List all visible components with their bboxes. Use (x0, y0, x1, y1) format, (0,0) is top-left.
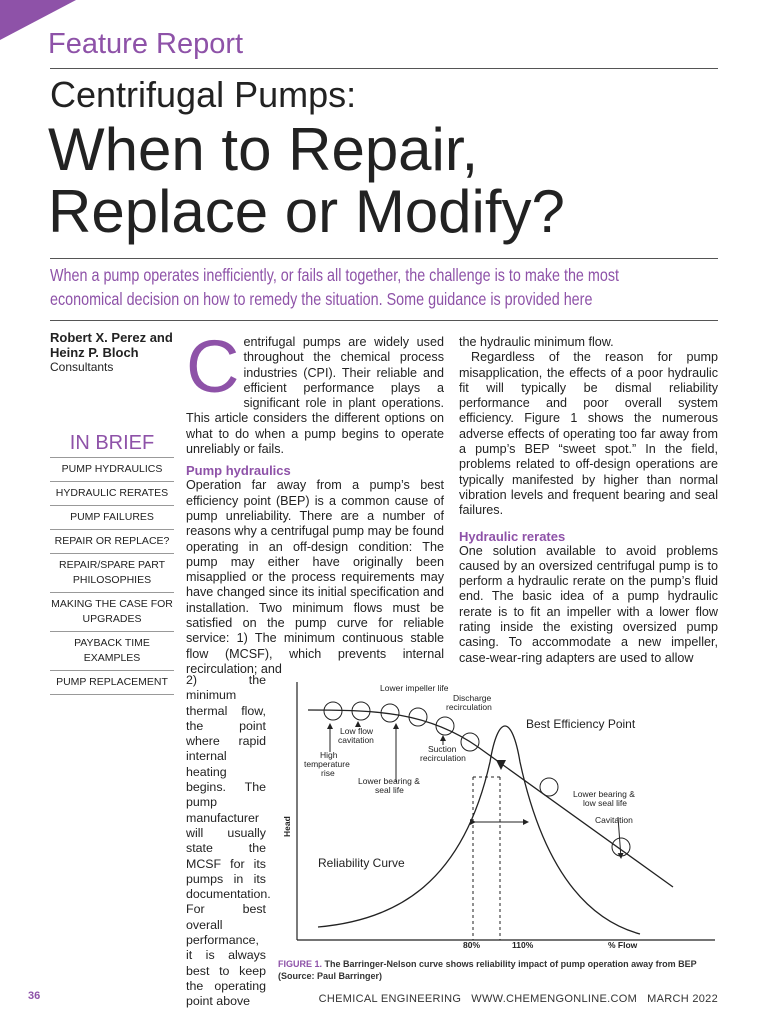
fig-label: Discharge recirculation (446, 693, 492, 712)
caption-label: FIGURE 1. (278, 959, 323, 969)
reliability-curve (317, 725, 641, 935)
x-label: 80% (463, 940, 480, 950)
x-axis-label: % Flow (608, 940, 638, 950)
markers (323, 701, 631, 857)
column-1-narrow: 2) the minimum thermal flow, the point w… (186, 673, 271, 1010)
rule (50, 320, 718, 321)
page-number: 36 (28, 990, 41, 1002)
fig-label: Suction recirculation (420, 744, 466, 763)
paragraph: One solution available to avoid problems… (459, 543, 718, 665)
leaders (327, 721, 624, 859)
fig-label: Lower bearing & seal life (358, 776, 420, 795)
in-brief-item: PAYBACK TIME EXAMPLES (50, 631, 174, 670)
authors: Robert X. Perez and Heinz P. Bloch (50, 330, 173, 360)
x-label: 110% (512, 940, 534, 950)
in-brief-item: HYDRAULIC RERATES (50, 481, 174, 505)
fig-label: Lower bearing & low seal life (573, 789, 635, 808)
fig-label: Cavitation (595, 815, 633, 825)
in-brief-title: IN BRIEF (69, 432, 155, 454)
website: WWW.CHEMENGONLINE.COM (471, 993, 638, 1005)
in-brief-item: MAKING THE CASE FOR UPGRADES (50, 592, 174, 631)
fig-label: Best Efficiency Point (526, 717, 636, 731)
fig-label: Reliability Curve (318, 856, 405, 870)
bep-marker (496, 760, 506, 770)
rule (50, 68, 718, 69)
figure: Lower impeller life Discharge recirculati… (282, 682, 715, 950)
title-line: Replace or Modify? (48, 178, 565, 245)
column-1: Centrifugal pumps are widely used throug… (186, 325, 444, 677)
rule (50, 258, 718, 259)
fig-label: Lower impeller life (380, 683, 449, 693)
title-line: When to Repair, (48, 116, 479, 183)
caption-text: The Barringer-Nelson curve shows reliabi… (278, 959, 697, 981)
y-axis-label: Head (282, 816, 292, 837)
subtitle: When a pump operates inefficiently, or f… (50, 265, 620, 309)
in-brief: IN BRIEF PUMP HYDRAULICS HYDRAULIC RERATE… (50, 432, 174, 695)
kicker: Centrifugal Pumps: (50, 74, 357, 115)
fig-label: Low flow cavitation (338, 726, 374, 745)
in-brief-item: REPAIR OR REPLACE? (50, 529, 174, 553)
date: MARCH 2022 (647, 993, 718, 1005)
in-brief-item: PUMP REPLACEMENT (50, 670, 174, 694)
paragraph: Regardless of the reason for pump misapp… (459, 350, 718, 518)
in-brief-item: PUMP HYDRAULICS (50, 457, 174, 481)
affiliation: Consultants (50, 360, 114, 374)
bep-guides (472, 776, 501, 940)
footer: CHEMICAL ENGINEERING WWW.CHEMENGONLINE.C… (319, 993, 718, 1005)
section-heading: Hydraulic rerates (459, 528, 566, 544)
section-heading: Pump hydraulics (186, 463, 291, 479)
intro-paragraph: Centrifugal pumps are widely used throug… (186, 325, 444, 457)
in-brief-item: REPAIR/SPARE PART PHILOSOPHIES (50, 553, 174, 592)
in-brief-list: PUMP HYDRAULICS HYDRAULIC RERATES PUMP FAI… (50, 457, 174, 695)
in-brief-item: PUMP FAILURES (50, 505, 174, 529)
section-label: Feature Report (48, 28, 244, 60)
publication: CHEMICAL ENGINEERING (318, 993, 462, 1005)
byline: Robert X. Perez and Heinz P. Bloch Consu… (50, 330, 175, 375)
paragraph: Operation far away from a pump’s best ef… (186, 478, 444, 676)
paragraph: 2) the minimum thermal flow, the point w… (186, 673, 271, 1009)
column-2: the hydraulic minimum flow. Regardless o… (459, 335, 718, 666)
figure-caption: FIGURE 1. The Barringer-Nelson curve sho… (278, 958, 718, 982)
corner-triangle (0, 0, 76, 40)
paragraph: the hydraulic minimum flow. (459, 335, 614, 349)
fig-label: High temperature rise (304, 750, 350, 778)
title: When to Repair, Replace or Modify? (48, 119, 565, 243)
head-curve (307, 709, 674, 888)
